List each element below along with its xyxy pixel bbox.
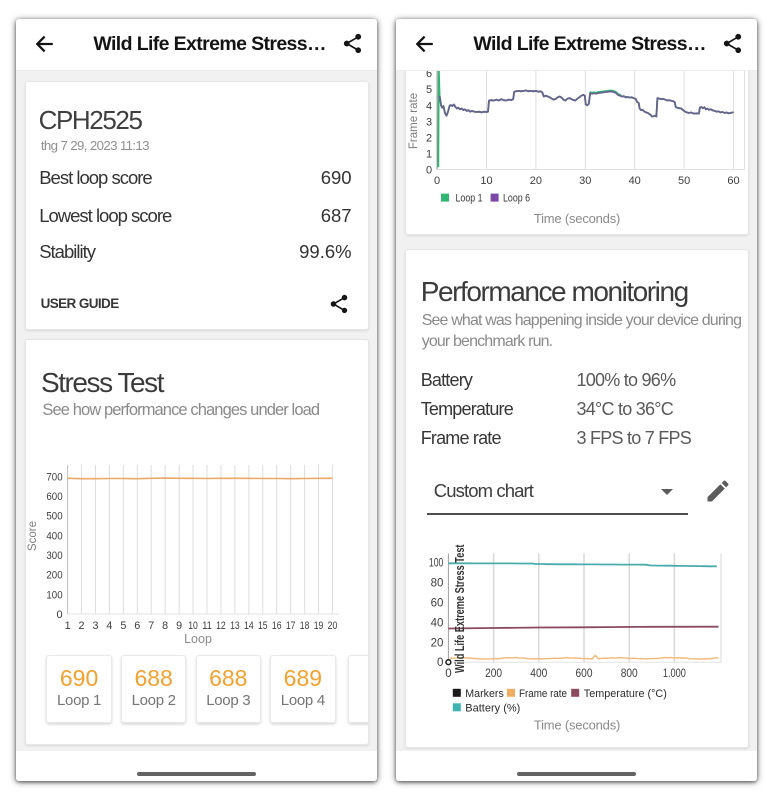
svg-text:Score: Score: [27, 521, 39, 551]
svg-text:4: 4: [106, 620, 112, 632]
svg-text:60: 60: [431, 597, 444, 609]
svg-text:18: 18: [300, 620, 310, 632]
svg-text:Time (seconds): Time (seconds): [534, 718, 620, 733]
svg-text:Frame rate: Frame rate: [408, 93, 420, 149]
svg-text:Wild Life Extreme Stress Test: Wild Life Extreme Stress Test: [454, 544, 468, 673]
svg-text:0: 0: [445, 668, 451, 680]
svg-text:0: 0: [56, 609, 62, 621]
svg-text:3: 3: [426, 116, 432, 128]
svg-text:40: 40: [431, 617, 444, 629]
svg-text:Battery (%): Battery (%): [465, 703, 520, 715]
svg-text:600: 600: [576, 668, 593, 680]
svg-text:3: 3: [92, 620, 98, 632]
svg-text:Loop: Loop: [184, 632, 212, 646]
svg-text:10: 10: [188, 620, 198, 632]
svg-text:6: 6: [134, 620, 140, 632]
svg-text:13: 13: [230, 620, 240, 632]
svg-text:7: 7: [148, 620, 154, 632]
svg-text:400: 400: [530, 668, 547, 680]
svg-text:19: 19: [314, 620, 324, 632]
svg-text:1: 1: [426, 149, 432, 161]
svg-text:9: 9: [176, 620, 182, 632]
svg-text:Temperature (°C): Temperature (°C): [584, 688, 667, 700]
svg-text:100: 100: [46, 589, 62, 601]
svg-text:30: 30: [579, 175, 591, 187]
svg-text:60: 60: [727, 175, 739, 187]
svg-text:10: 10: [480, 175, 492, 187]
svg-text:16: 16: [272, 620, 282, 632]
svg-text:700: 700: [46, 471, 62, 483]
svg-text:20: 20: [431, 637, 444, 649]
svg-text:400: 400: [46, 530, 62, 542]
svg-text:Frame rate: Frame rate: [519, 688, 567, 700]
svg-text:0: 0: [434, 175, 440, 187]
svg-text:500: 500: [46, 511, 62, 523]
svg-text:6: 6: [426, 70, 432, 80]
svg-text:5: 5: [120, 620, 126, 632]
svg-text:2: 2: [79, 620, 85, 632]
svg-text:Markers: Markers: [465, 688, 504, 700]
svg-text:200: 200: [485, 668, 502, 680]
svg-text:Time (seconds): Time (seconds): [534, 211, 620, 226]
svg-text:20: 20: [328, 620, 338, 632]
svg-text:8: 8: [162, 620, 168, 632]
svg-text:20: 20: [530, 175, 542, 187]
svg-text:2: 2: [426, 132, 432, 144]
svg-text:300: 300: [46, 550, 62, 562]
svg-text:50: 50: [678, 175, 690, 187]
svg-text:5: 5: [426, 84, 432, 96]
svg-text:80: 80: [431, 577, 444, 589]
svg-text:1: 1: [65, 620, 71, 632]
svg-text:11: 11: [202, 620, 212, 632]
svg-text:0: 0: [437, 657, 443, 669]
svg-text:12: 12: [216, 620, 226, 632]
svg-text:1.000: 1.000: [663, 668, 686, 680]
svg-text:15: 15: [258, 620, 268, 632]
svg-text:200: 200: [46, 570, 62, 582]
svg-text:800: 800: [621, 668, 638, 680]
svg-text:Loop 1: Loop 1: [456, 193, 483, 205]
svg-text:100: 100: [429, 558, 444, 570]
svg-text:4: 4: [426, 100, 432, 112]
svg-text:17: 17: [286, 620, 296, 632]
svg-text:14: 14: [244, 620, 254, 632]
svg-text:600: 600: [46, 491, 62, 503]
svg-text:Loop 6: Loop 6: [503, 193, 530, 205]
svg-text:40: 40: [629, 175, 641, 187]
svg-text:0: 0: [426, 165, 432, 177]
